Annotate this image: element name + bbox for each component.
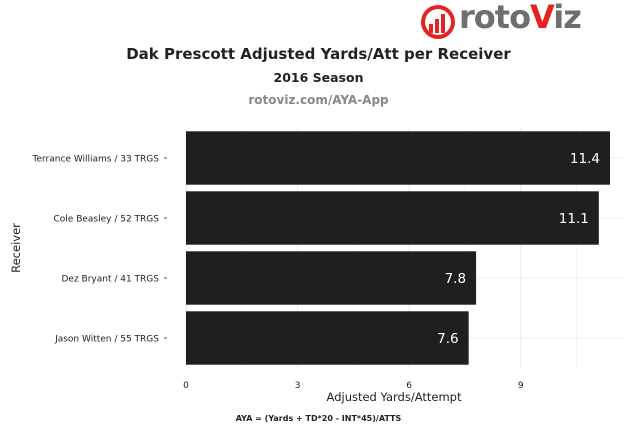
chart-subtitle: 2016 Season (273, 70, 364, 85)
brand-name: rotoViz (459, 0, 582, 36)
bar (186, 311, 469, 365)
category-label: Jason Witten / 55 TRGS (54, 335, 159, 345)
bar (186, 131, 610, 185)
category-label: Dez Bryant / 41 TRGS (61, 275, 159, 285)
chart-source: rotoviz.com/AYA-App (248, 93, 389, 107)
x-axis-title: Adjusted Yards/Attempt (327, 390, 462, 404)
bar (186, 191, 599, 245)
data-label: 11.4 (570, 151, 600, 167)
chart-footnote: AYA = (Yards + TD*20 - INT*45)/ATTS (235, 414, 402, 423)
x-tick-label: 9 (518, 381, 524, 391)
chart-title: Dak Prescott Adjusted Yards/Att per Rece… (126, 45, 511, 63)
rotoviz-logo (421, 5, 455, 39)
data-label: 7.8 (445, 271, 466, 287)
y-axis-title: Receiver (9, 223, 23, 273)
bar (186, 251, 477, 305)
category-label: Terrance Williams / 33 TRGS (32, 155, 160, 165)
x-tick-label: 6 (406, 381, 412, 391)
data-label: 11.1 (559, 211, 589, 227)
x-tick-label: 0 (183, 381, 189, 391)
data-label: 7.6 (437, 331, 458, 347)
x-tick-label: 3 (295, 381, 301, 391)
category-label: Cole Beasley / 52 TRGS (54, 215, 160, 225)
